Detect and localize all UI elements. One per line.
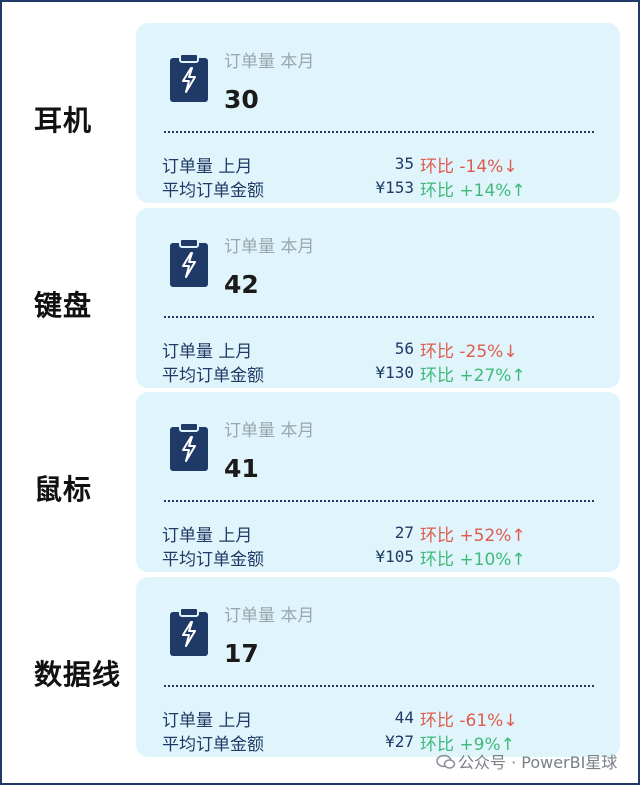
- watermark: 公众号 · PowerBI星球: [436, 749, 617, 773]
- product-row: 鼠标 订单量 本月 41 订单量 上月 27 环比 +52%↑ 平均订单金额 ¥…: [0, 392, 640, 578]
- last-month-label: 订单量 上月: [162, 342, 253, 362]
- kpi-card[interactable]: 订单量 本月 42 订单量 上月 56 环比 -25%↓ 平均订单金额 ¥130…: [136, 208, 620, 388]
- clipboard-lightning-icon: [170, 238, 208, 287]
- clipboard-lightning-icon: [170, 422, 208, 471]
- last-month-label: 订单量 上月: [162, 711, 253, 731]
- avg-order-label: 平均订单金额: [162, 366, 264, 386]
- divider: [164, 131, 594, 133]
- avg-order-value: ¥105: [375, 547, 414, 566]
- last-month-change: 环比 -14%↓: [420, 157, 518, 177]
- clipboard-lightning-icon: [170, 53, 208, 102]
- avg-order-label: 平均订单金额: [162, 181, 264, 201]
- last-month-change: 环比 -25%↓: [420, 342, 518, 362]
- current-month-label: 订单量 本月: [224, 52, 315, 72]
- last-month-change: 环比 +52%↑: [420, 526, 526, 546]
- kpi-card[interactable]: 订单量 本月 17 订单量 上月 44 环比 -61%↓ 平均订单金额 ¥27 …: [136, 577, 620, 757]
- divider: [164, 500, 594, 502]
- avg-order-change: 环比 +10%↑: [420, 550, 526, 570]
- last-month-label: 订单量 上月: [162, 157, 253, 177]
- current-month-value: 42: [224, 270, 259, 299]
- last-month-label: 订单量 上月: [162, 526, 253, 546]
- product-row: 耳机 订单量 本月 30 订单量 上月 35 环比 -14%↓ 平均订单金额 ¥…: [0, 23, 640, 209]
- current-month-label: 订单量 本月: [224, 606, 315, 626]
- last-month-value: 56: [394, 339, 414, 358]
- product-name: 键盘: [34, 289, 93, 322]
- avg-order-value: ¥153: [375, 178, 414, 197]
- avg-order-change: 环比 +9%↑: [420, 735, 515, 755]
- watermark-text: 公众号 · PowerBI星球: [458, 753, 618, 772]
- kpi-card[interactable]: 订单量 本月 41 订单量 上月 27 环比 +52%↑ 平均订单金额 ¥105…: [136, 392, 620, 572]
- product-name: 耳机: [34, 104, 93, 137]
- product-name: 数据线: [34, 658, 122, 691]
- avg-order-label: 平均订单金额: [162, 550, 264, 570]
- avg-order-label: 平均订单金额: [162, 735, 264, 755]
- last-month-value: 44: [394, 708, 414, 727]
- product-row: 数据线 订单量 本月 17 订单量 上月 44 环比 -61%↓ 平均订单金额 …: [0, 577, 640, 763]
- current-month-value: 41: [224, 454, 259, 483]
- current-month-label: 订单量 本月: [224, 421, 315, 441]
- divider: [164, 685, 594, 687]
- product-row: 键盘 订单量 本月 42 订单量 上月 56 环比 -25%↓ 平均订单金额 ¥…: [0, 208, 640, 394]
- clipboard-lightning-icon: [170, 607, 208, 656]
- avg-order-value: ¥27: [385, 732, 414, 751]
- wechat-icon: [436, 754, 456, 769]
- divider: [164, 316, 594, 318]
- current-month-value: 30: [224, 85, 259, 114]
- last-month-change: 环比 -61%↓: [420, 711, 518, 731]
- avg-order-value: ¥130: [375, 363, 414, 382]
- avg-order-change: 环比 +27%↑: [420, 366, 526, 386]
- current-month-value: 17: [224, 639, 259, 668]
- current-month-label: 订单量 本月: [224, 237, 315, 257]
- avg-order-change: 环比 +14%↑: [420, 181, 526, 201]
- last-month-value: 27: [394, 523, 414, 542]
- kpi-card[interactable]: 订单量 本月 30 订单量 上月 35 环比 -14%↓ 平均订单金额 ¥153…: [136, 23, 620, 203]
- last-month-value: 35: [394, 154, 414, 173]
- product-name: 鼠标: [34, 473, 93, 506]
